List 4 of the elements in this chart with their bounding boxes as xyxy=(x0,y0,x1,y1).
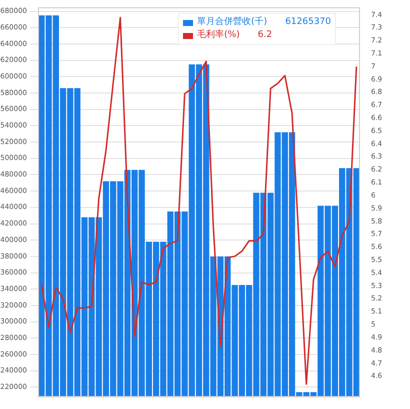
legend-label: 單月合併營收(千) xyxy=(197,16,268,30)
legend-label: 毛利率(%) xyxy=(197,29,240,42)
annotation: 6.2 xyxy=(258,29,272,42)
annotation: 61265370 xyxy=(285,16,331,30)
